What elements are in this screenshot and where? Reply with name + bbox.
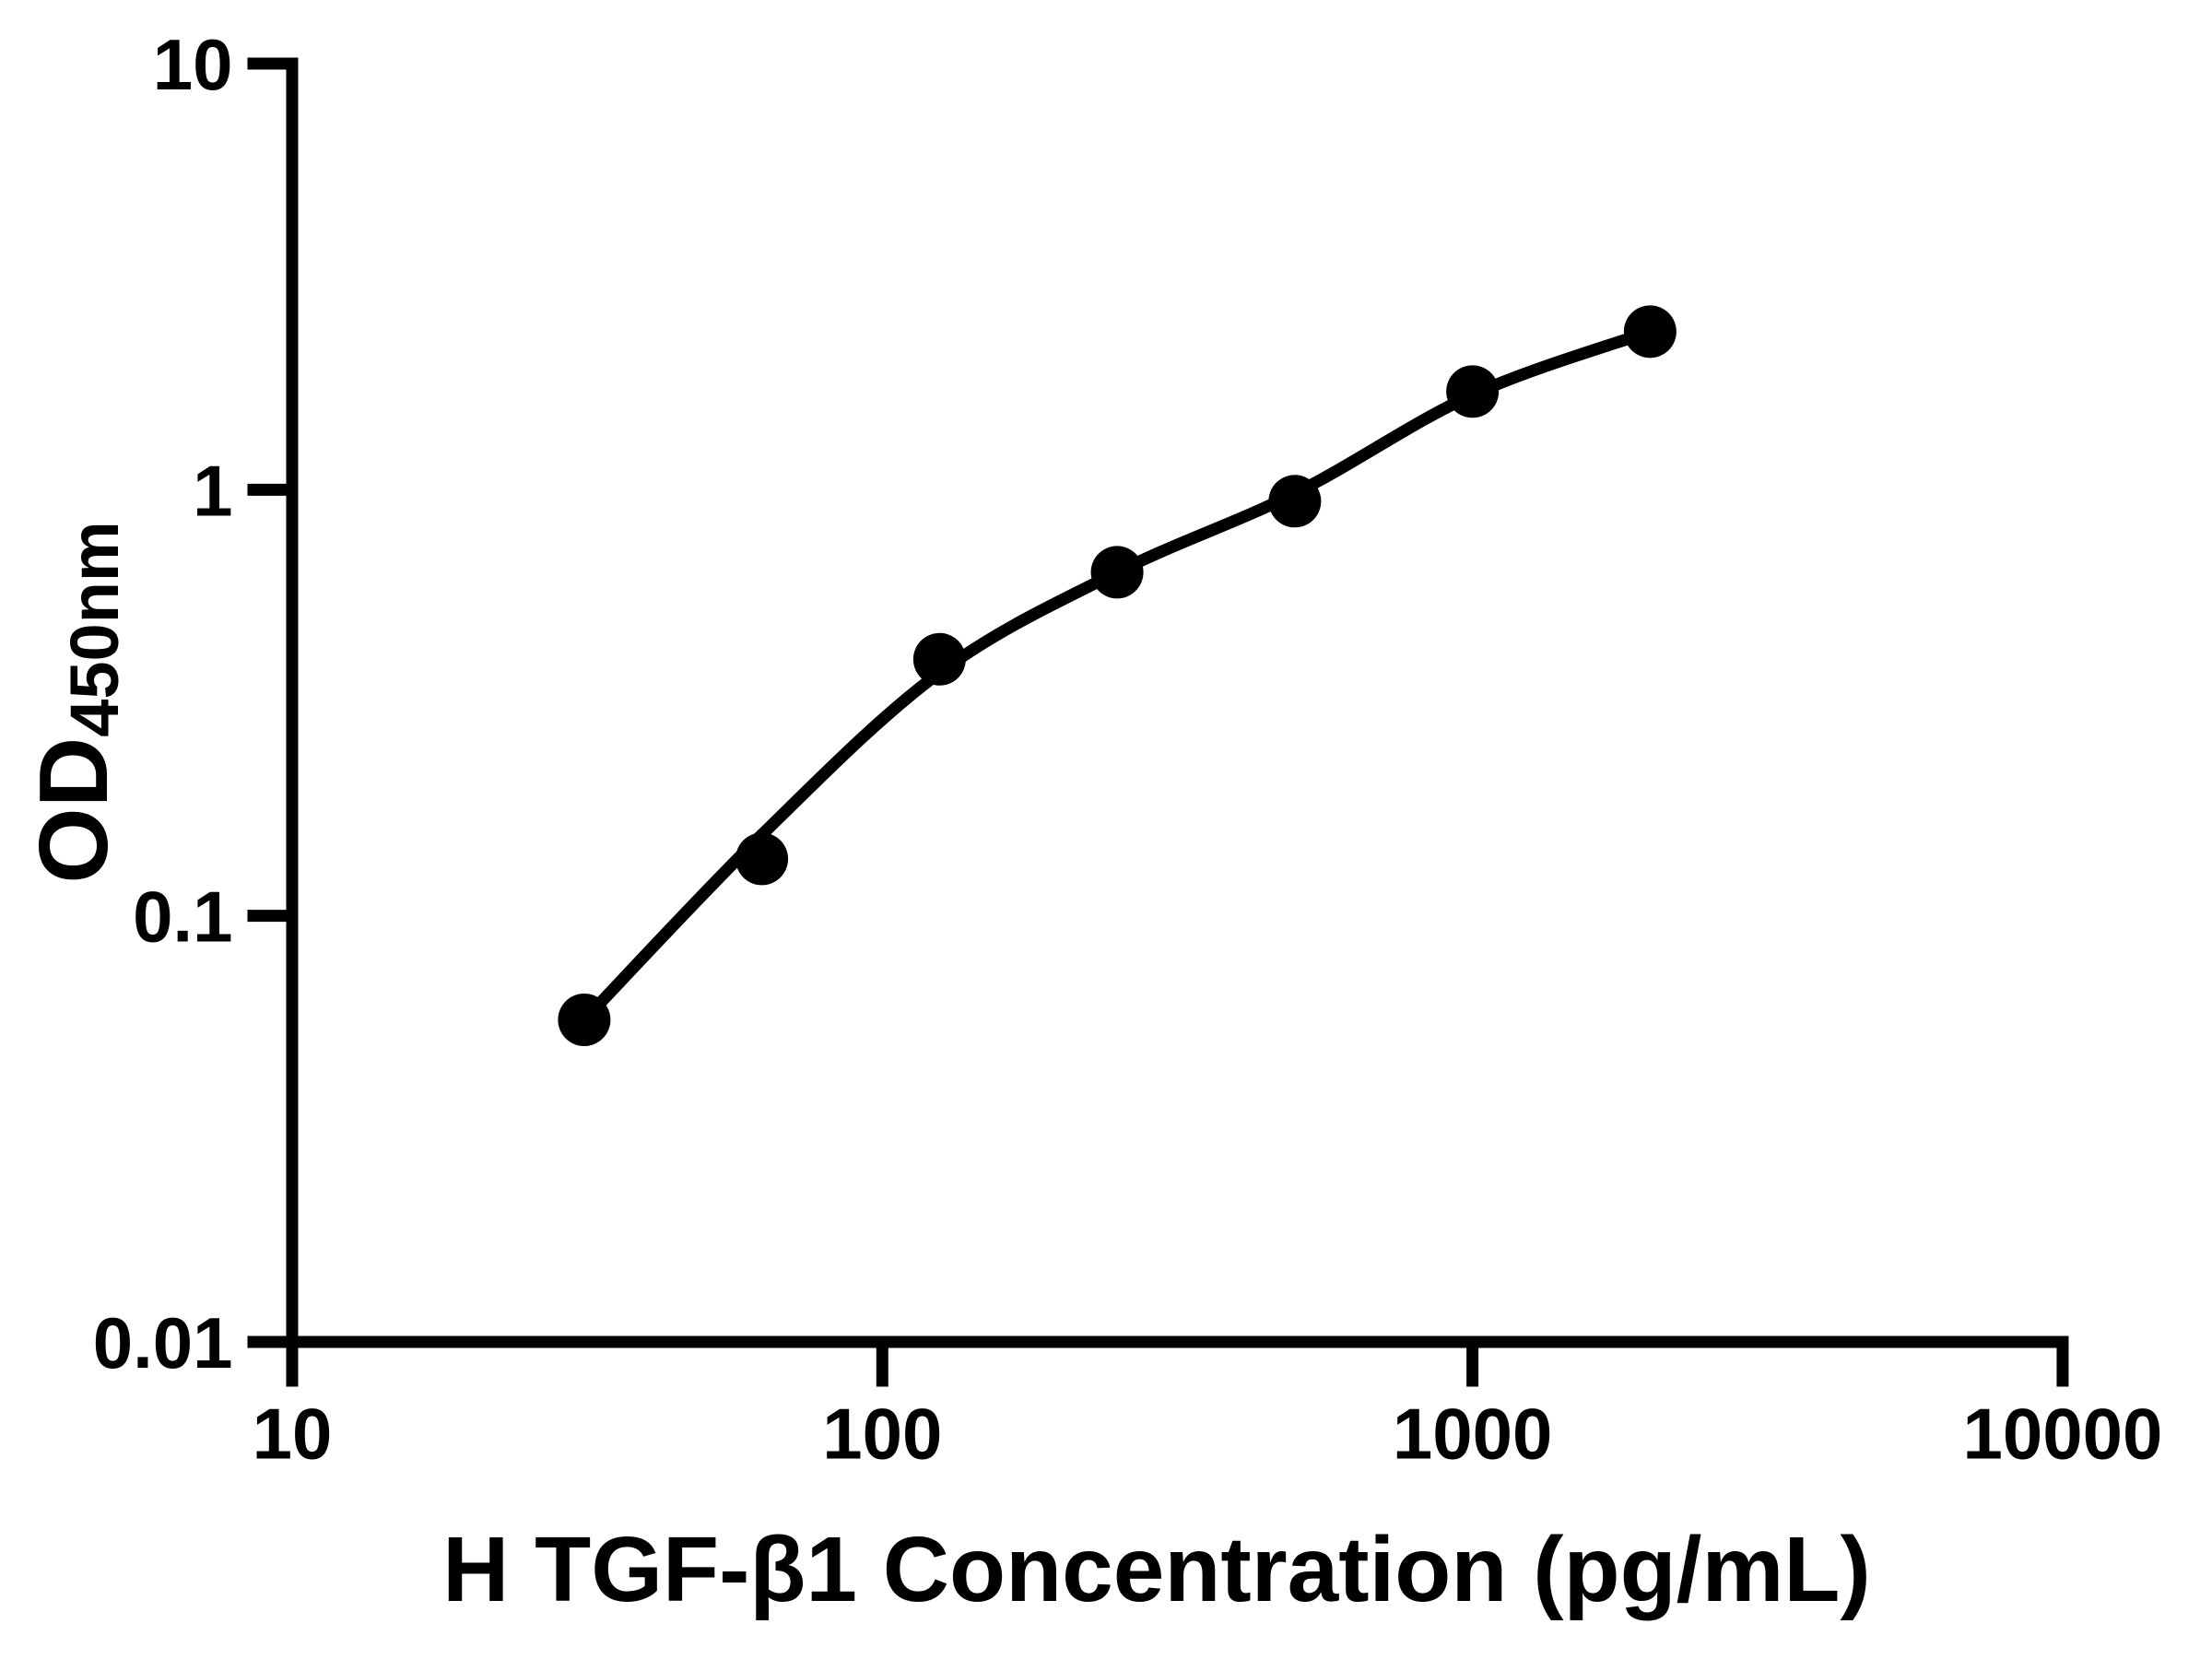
axis-ticks bbox=[247, 57, 2069, 1387]
x-axis-title: H TGF-β1 Concentration (pg/mL) bbox=[442, 1518, 1871, 1621]
axes bbox=[286, 57, 2069, 1348]
x-tick-label: 1000 bbox=[1393, 1393, 1553, 1474]
data-point bbox=[1090, 546, 1144, 599]
x-tick-label: 100 bbox=[822, 1393, 942, 1474]
data-point bbox=[558, 993, 611, 1046]
y-tick-label: 10 bbox=[153, 24, 233, 105]
y-axis-title-subscript: 450nm bbox=[56, 521, 133, 736]
data-point bbox=[1268, 475, 1322, 528]
x-tick-label: 10000 bbox=[1963, 1393, 2163, 1474]
y-axis-title-main: OD bbox=[19, 737, 128, 884]
y-tick-label: 0.1 bbox=[133, 877, 232, 958]
x-tick-label: 10 bbox=[253, 1393, 333, 1474]
data-point bbox=[1623, 305, 1677, 359]
data-point bbox=[735, 832, 789, 886]
y-axis-title: OD450nm bbox=[19, 521, 133, 883]
y-tick-label: 0.01 bbox=[93, 1302, 233, 1383]
data-point bbox=[1446, 365, 1500, 418]
data-points bbox=[558, 305, 1677, 1046]
y-tick-label: 1 bbox=[193, 450, 232, 531]
data-point bbox=[912, 632, 966, 686]
